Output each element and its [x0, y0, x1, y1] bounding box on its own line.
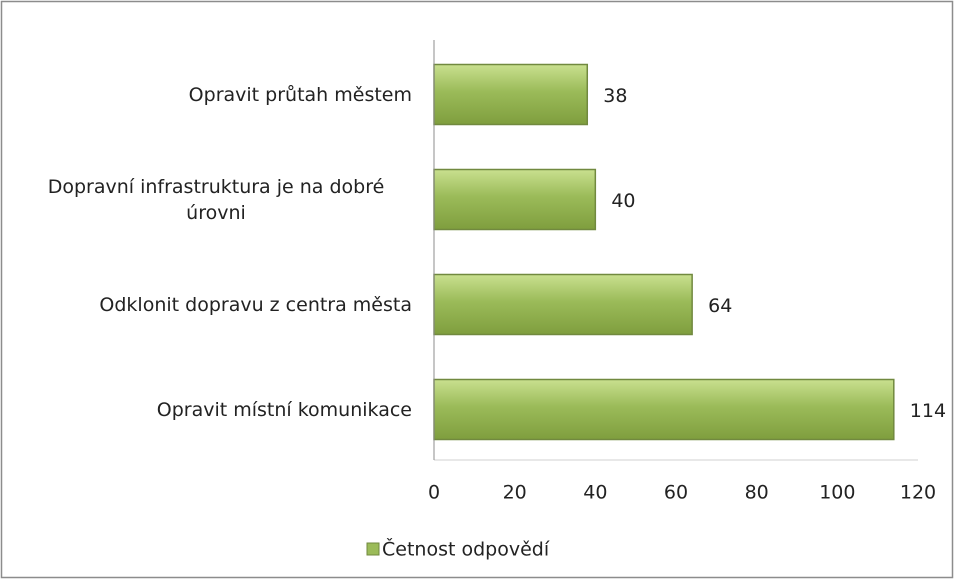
category-label-box: Dopravní infrastruktura je na dobré úrov…: [20, 170, 412, 230]
x-tick-label: 20: [503, 482, 527, 504]
data-label: 40: [611, 190, 635, 212]
x-tick-label: 100: [819, 482, 855, 504]
bar: [433, 378, 895, 441]
x-tick-label: 0: [428, 482, 440, 504]
y-tick-label: Dopravní infrastruktura je na dobré úrov…: [47, 175, 385, 224]
x-tick-label: 60: [664, 482, 688, 504]
y-tick-label: Odklonit dopravu z centra města: [99, 293, 412, 316]
data-label: 114: [910, 400, 946, 422]
x-tick-label: 80: [745, 482, 769, 504]
y-tick-label: Opravit průtah městem: [188, 83, 412, 106]
category-label-box: Opravit místní komunikace: [20, 380, 412, 440]
category-label-box: Odklonit dopravu z centra města: [20, 275, 412, 335]
y-tick-label: Opravit místní komunikace: [156, 398, 412, 421]
bar: [433, 273, 693, 336]
bar: [433, 168, 597, 231]
legend-swatch: [366, 542, 380, 556]
x-tick-label: 40: [583, 482, 607, 504]
data-label: 64: [708, 295, 732, 317]
category-label-box: Opravit průtah městem: [20, 65, 412, 125]
bar: [433, 63, 589, 126]
x-tick-label: 120: [900, 482, 936, 504]
data-label: 38: [603, 85, 627, 107]
legend-label: Četnost odpovědí: [382, 537, 550, 561]
